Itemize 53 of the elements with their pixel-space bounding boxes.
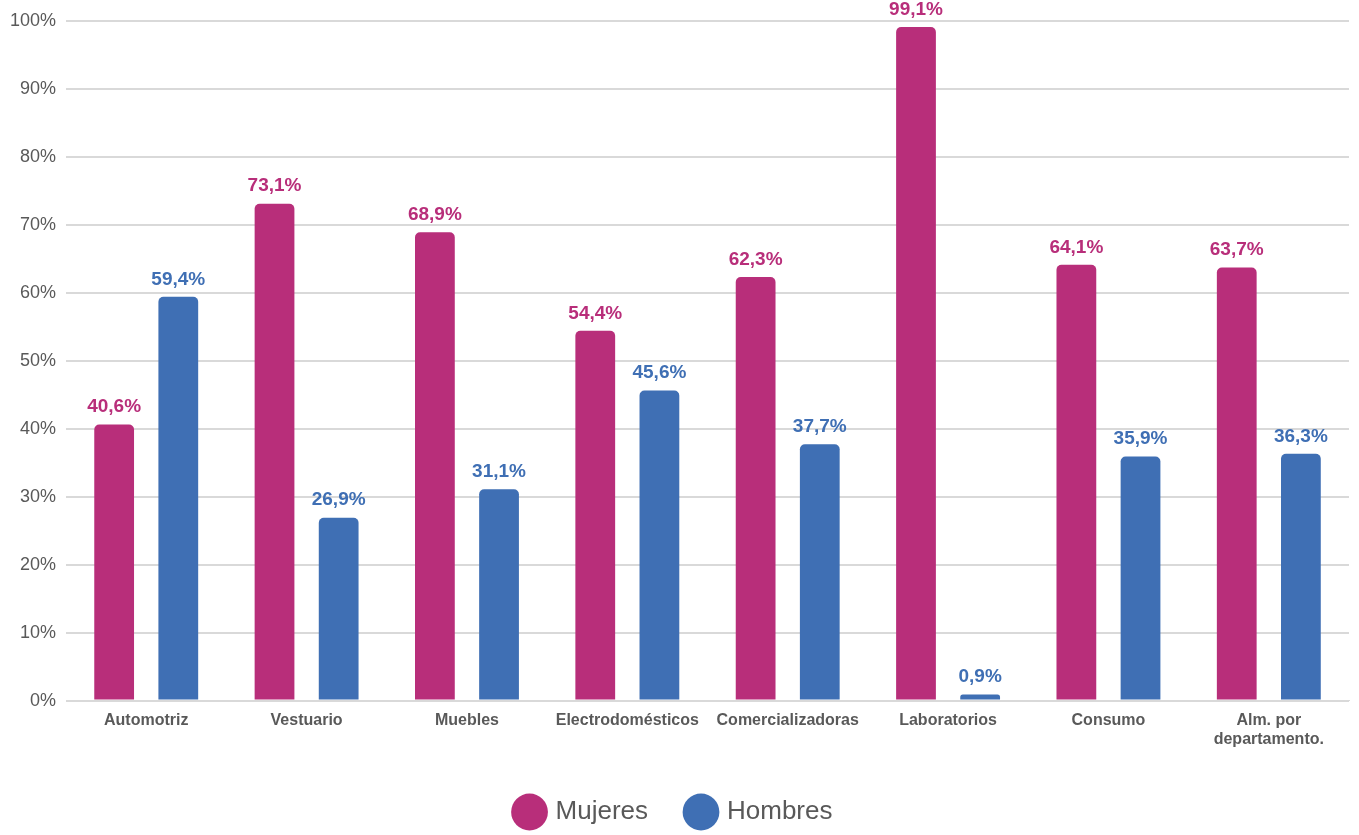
y-tick-label: 50% xyxy=(20,349,57,370)
data-label: 62,3% xyxy=(728,247,783,269)
x-tick-label: Electrodomésticos xyxy=(555,710,700,728)
x-tick-label: Automotriz xyxy=(104,710,189,728)
bar xyxy=(94,424,135,700)
bar xyxy=(1216,267,1257,700)
y-tick-label: 100% xyxy=(9,9,57,30)
legend-label: Mujeres xyxy=(555,795,649,826)
y-tick-label: 90% xyxy=(20,77,57,98)
data-label: 26,9% xyxy=(311,488,366,510)
bar xyxy=(639,390,680,700)
data-label: 35,9% xyxy=(1113,427,1168,449)
bar xyxy=(1281,453,1321,700)
bar xyxy=(1120,456,1161,700)
y-tick-label: 40% xyxy=(20,417,57,438)
data-label: 64,1% xyxy=(1049,235,1104,257)
bar xyxy=(735,277,776,700)
data-label: 63,7% xyxy=(1209,238,1264,260)
data-label: 36,3% xyxy=(1273,424,1328,446)
data-label: 45,6% xyxy=(632,361,687,383)
data-label: 54,4% xyxy=(568,301,623,323)
data-label: 31,1% xyxy=(472,459,527,481)
legend-label: Hombres xyxy=(727,795,833,826)
x-tick-label: Alm. por departamento. xyxy=(1213,710,1324,747)
bar xyxy=(960,694,1001,700)
x-tick-label: Laboratorios xyxy=(899,710,998,728)
data-label: 59,4% xyxy=(151,267,206,289)
data-label: 37,7% xyxy=(792,415,847,437)
y-tick-label: 10% xyxy=(20,621,57,642)
y-tick-label: 20% xyxy=(20,553,57,574)
bar xyxy=(799,444,840,700)
x-tick-label: Vestuario xyxy=(270,710,343,728)
bar xyxy=(575,330,616,700)
x-tick-label: Comercializadoras xyxy=(716,710,859,728)
x-tick-label: Consumo xyxy=(1071,710,1146,728)
bar xyxy=(254,203,295,700)
bar xyxy=(415,232,455,700)
bar xyxy=(896,26,936,700)
x-tick-label: Muebles xyxy=(434,710,500,728)
bar xyxy=(479,489,519,700)
bar xyxy=(158,296,199,700)
y-tick-label: 0% xyxy=(30,689,57,710)
y-tick-label: 70% xyxy=(20,213,57,234)
bar xyxy=(1056,264,1097,700)
bar xyxy=(318,517,359,700)
y-tick-label: 60% xyxy=(20,281,57,302)
data-label: 0,9% xyxy=(958,665,1002,687)
y-tick-label: 80% xyxy=(20,145,57,166)
y-tick-label: 30% xyxy=(20,485,57,506)
data-label: 99,1% xyxy=(889,0,944,19)
data-label: 40,6% xyxy=(87,395,142,417)
data-label: 73,1% xyxy=(247,174,302,196)
data-label: 68,9% xyxy=(407,202,462,224)
